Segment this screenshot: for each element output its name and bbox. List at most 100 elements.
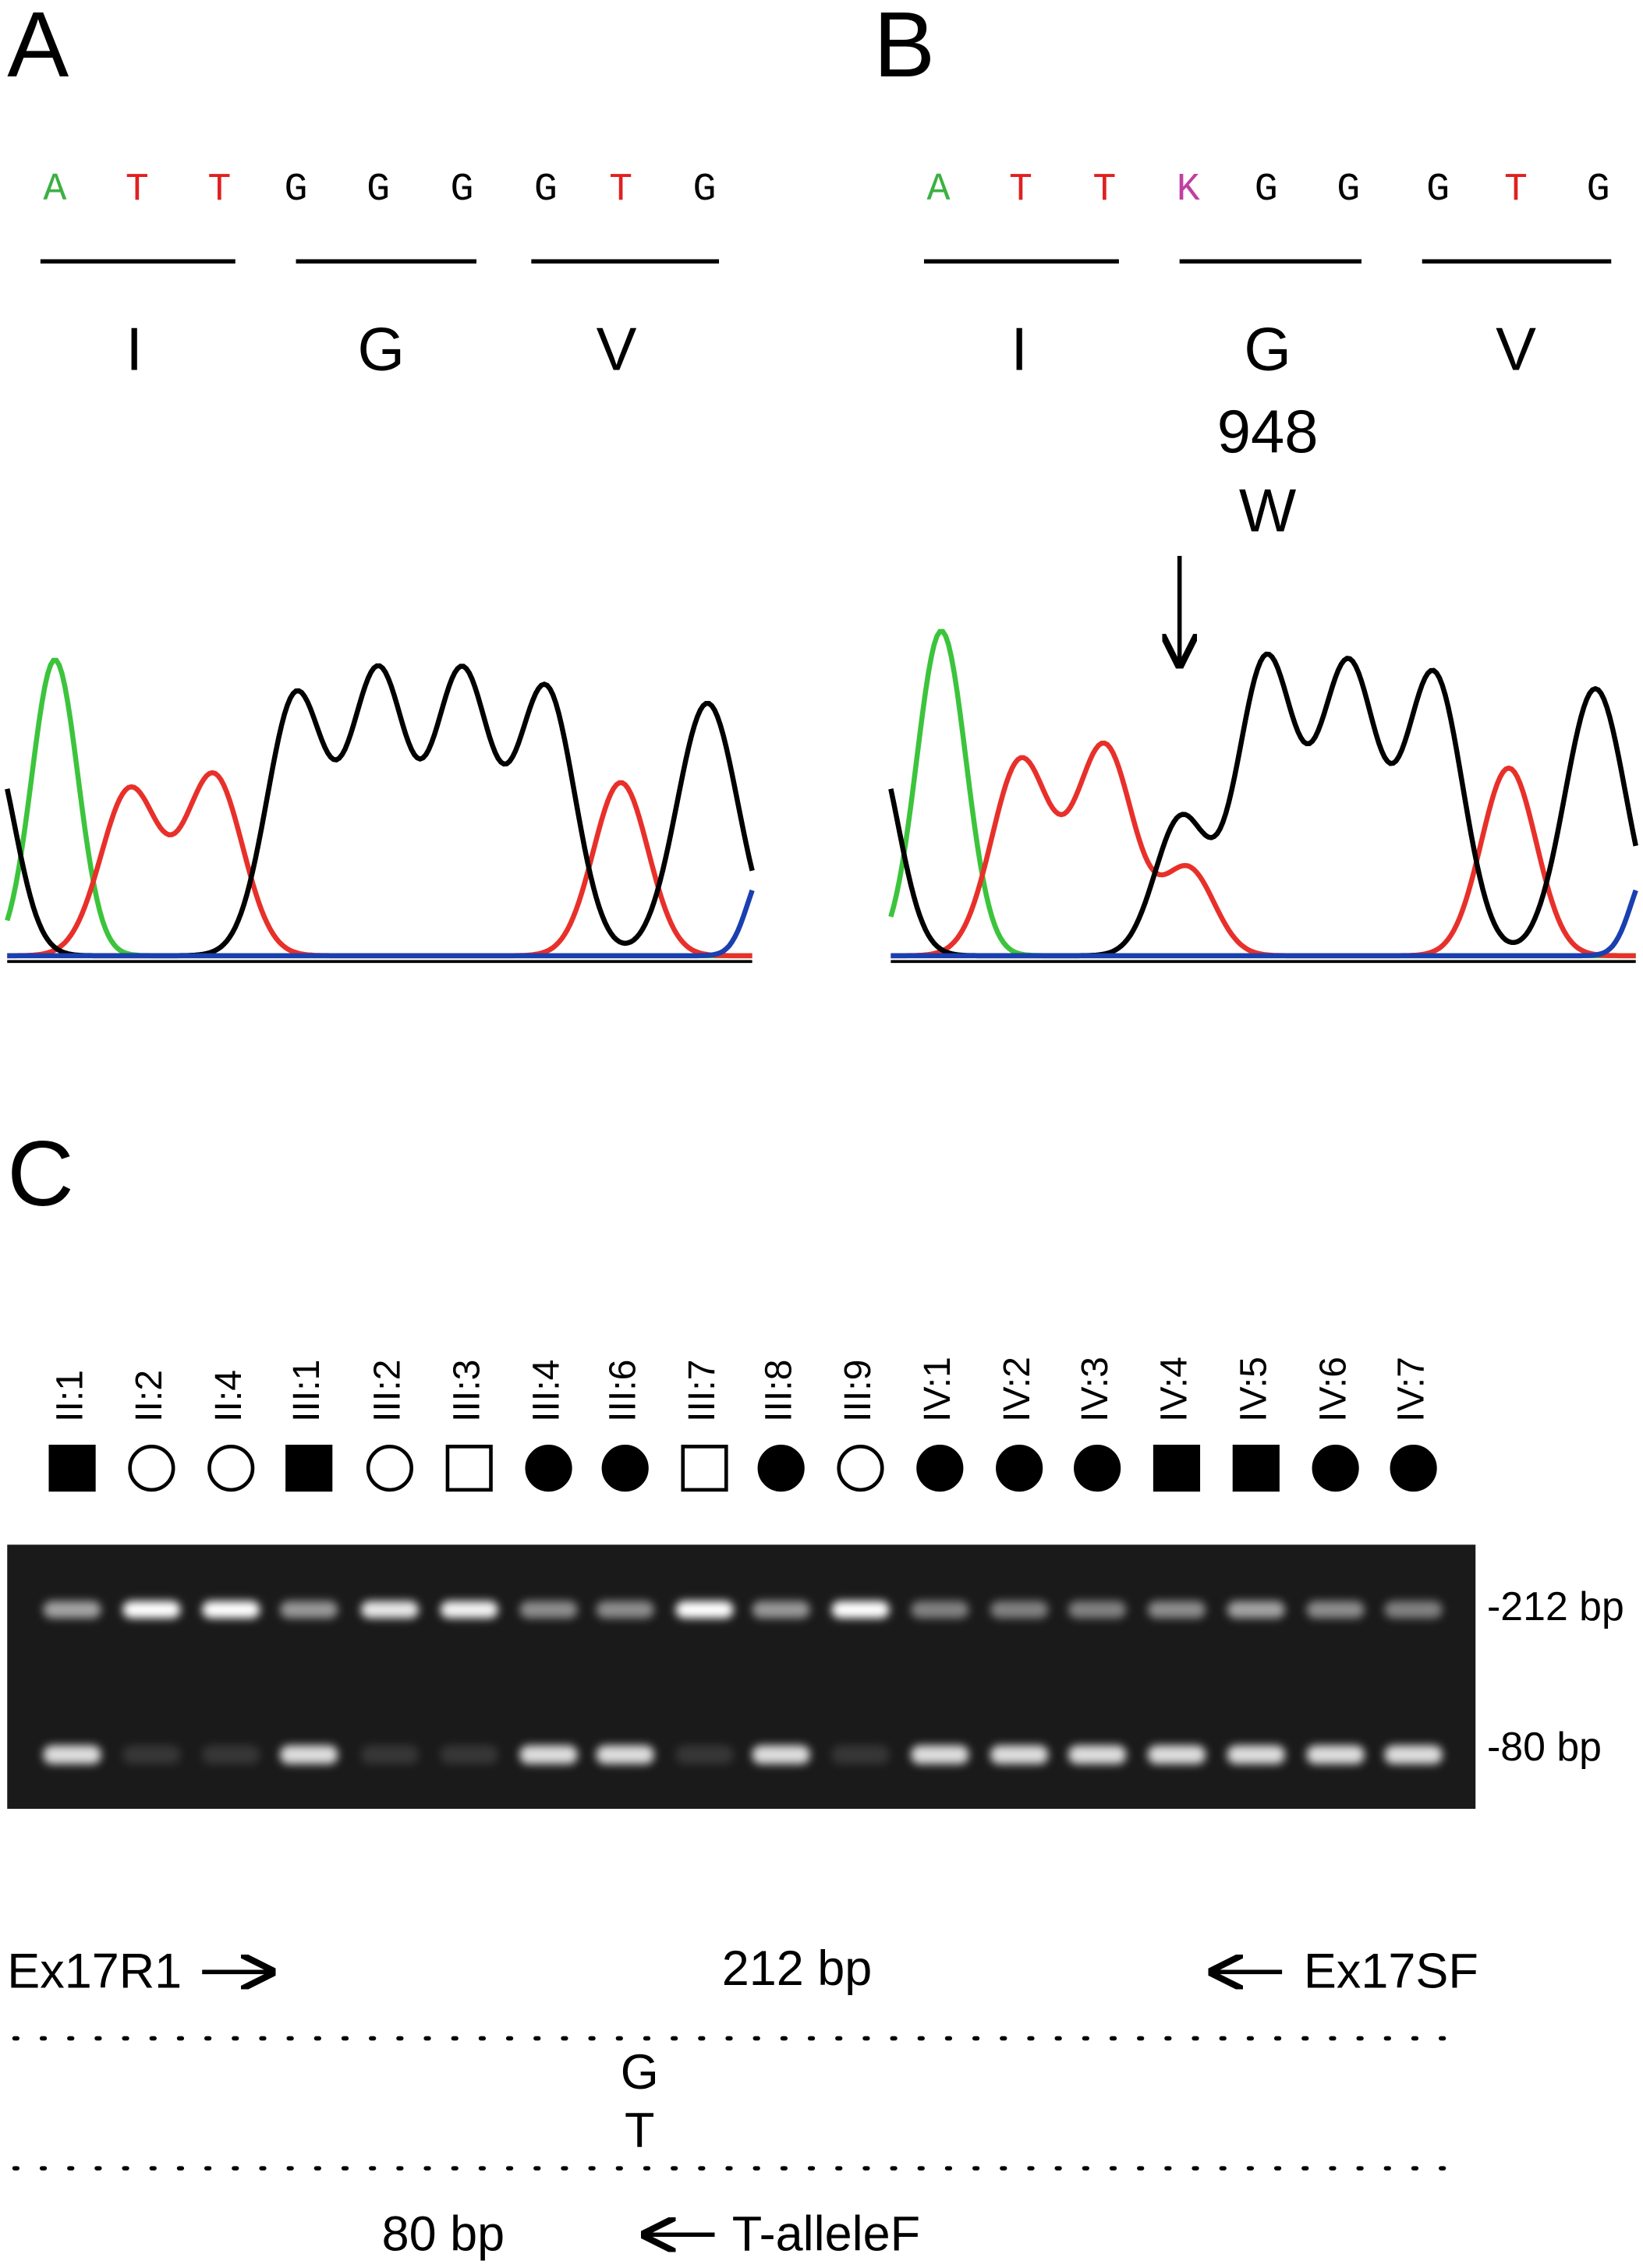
pedigree-symbol [128, 1445, 175, 1492]
gel-band [440, 1601, 498, 1619]
base-call: T [1092, 168, 1116, 212]
gel-band [1306, 1601, 1365, 1619]
pedigree-symbol [916, 1445, 964, 1492]
gel-band [122, 1601, 181, 1619]
pedigree-symbol [837, 1445, 884, 1492]
gel-band [1227, 1601, 1285, 1619]
gel-band [202, 1745, 260, 1764]
gel-band [280, 1745, 338, 1764]
base-call: G [1426, 168, 1450, 212]
pedigree-symbol [1390, 1445, 1437, 1492]
gel-band [360, 1745, 419, 1764]
primer-label: T-alleleF [732, 2207, 920, 2262]
trace [5, 663, 755, 959]
gel-band [1384, 1601, 1443, 1619]
pedigree-symbol [445, 1445, 493, 1492]
amino-acid: V [597, 316, 637, 383]
gel-band [1068, 1601, 1127, 1619]
base-call: T [1009, 168, 1032, 212]
lane-label: III:4 [525, 1360, 567, 1422]
trace [891, 889, 1638, 959]
lane-label: II:2 [128, 1370, 170, 1422]
lane-label: III:9 [837, 1360, 879, 1422]
band-label: -80 bp [1487, 1724, 1602, 1769]
base-call: A [43, 168, 66, 212]
pedigree-symbol [1232, 1445, 1280, 1492]
pedigree-symbol [757, 1445, 805, 1492]
gel-band [596, 1745, 654, 1764]
gel-band [1147, 1745, 1206, 1764]
lane-label: II:1 [48, 1370, 90, 1422]
gel-band [43, 1745, 101, 1764]
lane-label: IV:5 [1233, 1357, 1275, 1422]
base-call: T [126, 168, 149, 212]
base-call: G [285, 168, 308, 212]
gel [7, 1544, 1476, 1810]
lane-label: IV:6 [1312, 1357, 1354, 1422]
lane-label: IV:3 [1074, 1357, 1116, 1422]
amino-acid: G [1244, 316, 1291, 383]
gel-band [360, 1601, 419, 1619]
base-call: K [1177, 168, 1200, 212]
pedigree-symbol [996, 1445, 1043, 1492]
panel-label: C [7, 1123, 74, 1226]
base-label: G [621, 2045, 659, 2100]
gel-band [911, 1745, 969, 1764]
base-call: G [534, 168, 558, 212]
base-call: G [450, 168, 473, 212]
base-call: G [1255, 168, 1278, 212]
base-call: T [207, 168, 231, 212]
trace [891, 740, 1636, 959]
base-call: G [1587, 168, 1610, 212]
base-call: G [1337, 168, 1360, 212]
base-call: T [609, 168, 632, 212]
trace [5, 657, 752, 959]
gel-band [596, 1601, 654, 1619]
gel-band [675, 1601, 734, 1619]
lane-label: IV:1 [916, 1357, 958, 1422]
primer-label: Ex17SF [1304, 1944, 1478, 1999]
gel-band [122, 1745, 181, 1764]
gel-band [202, 1601, 260, 1619]
position: 948 [1217, 398, 1319, 465]
gel-band [831, 1745, 890, 1764]
amino-acid: V [1496, 316, 1536, 383]
gel-band [675, 1745, 734, 1764]
lane-label: II:4 [207, 1370, 250, 1422]
gel-band [990, 1601, 1049, 1619]
gel-band [1384, 1745, 1443, 1764]
base-call: A [926, 168, 950, 212]
lane-label: IV:7 [1390, 1357, 1432, 1422]
trace [7, 889, 755, 959]
gel-band [990, 1745, 1049, 1764]
gel-band [43, 1601, 101, 1619]
primer-label: Ex17R1 [7, 1944, 182, 1999]
gel-band [1068, 1745, 1127, 1764]
gel-band [519, 1745, 578, 1764]
pedigree-symbol [1074, 1445, 1121, 1492]
panel-label: A [7, 0, 69, 97]
gel-band [440, 1745, 498, 1764]
base-call: G [693, 168, 717, 212]
gel-band [831, 1601, 890, 1619]
pedigree-symbol [48, 1445, 96, 1492]
pedigree-symbol [525, 1445, 572, 1492]
amino-acid: I [1011, 316, 1028, 383]
gel-band [911, 1601, 969, 1619]
pedigree-symbol [285, 1445, 333, 1492]
base-call: T [1504, 168, 1528, 212]
gel-band [1227, 1745, 1285, 1764]
amino-acid: I [126, 316, 143, 383]
scheme: Ex17R1 212 bp Ex17SF G T 80 bp T-alleleF [7, 1941, 1478, 2262]
gel-band [280, 1601, 338, 1619]
band-label: -212 bp [1487, 1583, 1624, 1629]
amino-acid: G [358, 316, 405, 383]
lane-label: IV:2 [996, 1357, 1038, 1422]
panel-label: B [873, 0, 935, 97]
lane-label: III:7 [681, 1360, 723, 1422]
product-label: 80 bp [382, 2207, 505, 2262]
lane-label: III:6 [601, 1360, 643, 1422]
pedigree-symbol [366, 1445, 413, 1492]
